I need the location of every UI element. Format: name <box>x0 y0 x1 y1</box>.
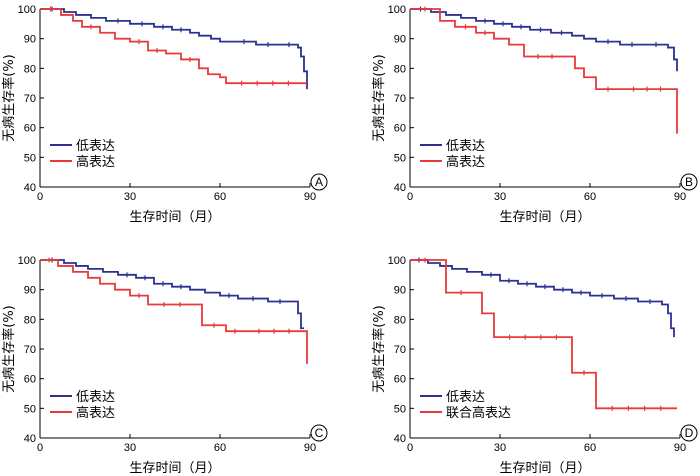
x-tick-label: 30 <box>124 442 136 454</box>
y-tick-label: 60 <box>24 123 36 135</box>
panel-label: B <box>685 175 693 189</box>
y-tick-label: 40 <box>24 182 36 194</box>
x-tick-label: 0 <box>407 191 413 203</box>
x-tick-label: 60 <box>584 191 596 203</box>
y-tick-label: 40 <box>394 433 406 445</box>
y-tick-label: 70 <box>394 93 406 105</box>
chart-panel-D: 40 50 60 70 80 90 100 0 30 60 90 生存时间（月） 无病生存率(%) 低表达… <box>371 255 698 476</box>
y-tick-label: 50 <box>24 403 36 415</box>
x-axis-label: 生存时间（月） <box>499 210 590 225</box>
series-line-0 <box>410 259 675 338</box>
x-axis-label: 生存时间（月） <box>499 461 590 476</box>
panel-label-circle <box>680 173 698 191</box>
y-tick-label: 100 <box>18 255 36 267</box>
x-tick-label: 30 <box>494 442 506 454</box>
x-tick-label: 90 <box>304 191 316 203</box>
chart-panel-C: 40 50 60 70 80 90 100 0 30 60 90 生存时间（月） 无病生存率(%) 低表达… <box>1 255 328 476</box>
x-tick-label: 0 <box>407 442 413 454</box>
y-tick-label: 80 <box>394 314 406 326</box>
panel-label-circle <box>680 424 698 442</box>
x-tick-label: 30 <box>124 191 136 203</box>
x-tick-label: 90 <box>674 442 686 454</box>
panel-label-circle <box>310 424 328 442</box>
panel-label-circle <box>310 173 328 191</box>
series-line-0 <box>40 8 308 90</box>
y-tick-label: 90 <box>24 285 36 297</box>
panel-label: A <box>315 175 323 189</box>
x-tick-label: 30 <box>494 191 506 203</box>
y-tick-label: 50 <box>394 403 406 415</box>
y-tick-label: 90 <box>394 285 406 297</box>
x-tick-label: 90 <box>674 191 686 203</box>
y-tick-label: 80 <box>24 63 36 75</box>
y-tick-label: 40 <box>394 182 406 194</box>
y-tick-label: 100 <box>18 4 36 16</box>
y-tick-label: 60 <box>394 374 406 386</box>
legend-label-1: 联合高表达 <box>446 405 511 421</box>
y-axis-label: 无病生存率(%) <box>371 305 387 393</box>
series-line-0 <box>40 259 304 330</box>
panel-label: D <box>685 426 694 440</box>
chart-panel-B: 40 50 60 70 80 90 100 0 30 60 90 生存时间（月） 无病生存率(%) 低表达… <box>371 4 698 225</box>
y-tick-label: 100 <box>388 255 406 267</box>
y-tick-label: 70 <box>24 93 36 105</box>
legend-label-0: 低表达 <box>446 139 485 154</box>
legend-label-0: 低表达 <box>76 139 115 154</box>
legend-label-1: 高表达 <box>446 154 485 170</box>
series-line-1 <box>410 8 678 134</box>
x-axis-label: 生存时间（月） <box>129 461 220 476</box>
x-tick-label: 90 <box>304 442 316 454</box>
x-tick-label: 60 <box>214 191 226 203</box>
series-line-1 <box>410 259 677 410</box>
chart-panel-A: 40 50 60 70 80 90 100 0 30 60 90 生存时间（月） 无病生存率(%) 低表达… <box>1 4 328 225</box>
series-line-0 <box>410 8 678 72</box>
y-tick-label: 50 <box>394 152 406 164</box>
x-axis-label: 生存时间（月） <box>129 210 220 225</box>
y-tick-label: 50 <box>24 152 36 164</box>
y-tick-label: 60 <box>394 123 406 135</box>
y-axis-label: 无病生存率(%) <box>1 54 17 142</box>
panel-label: C <box>315 426 324 440</box>
y-tick-label: 60 <box>24 374 36 386</box>
y-tick-label: 90 <box>24 34 36 46</box>
x-tick-label: 0 <box>37 191 43 203</box>
y-tick-label: 70 <box>24 344 36 356</box>
series-line-1 <box>40 8 307 85</box>
y-tick-label: 40 <box>24 433 36 445</box>
series-line-1 <box>40 259 308 364</box>
legend-label-1: 高表达 <box>76 154 115 170</box>
x-tick-label: 60 <box>584 442 596 454</box>
y-axis-label: 无病生存率(%) <box>1 305 17 393</box>
x-tick-label: 0 <box>37 442 43 454</box>
legend-label-0: 低表达 <box>446 390 485 405</box>
y-tick-label: 80 <box>24 314 36 326</box>
x-tick-label: 60 <box>214 442 226 454</box>
legend-label-1: 高表达 <box>76 405 115 421</box>
y-tick-label: 100 <box>388 4 406 16</box>
legend-label-0: 低表达 <box>76 390 115 405</box>
y-tick-label: 70 <box>394 344 406 356</box>
y-tick-label: 90 <box>394 34 406 46</box>
y-axis-label: 无病生存率(%) <box>371 54 387 142</box>
y-tick-label: 80 <box>394 63 406 75</box>
